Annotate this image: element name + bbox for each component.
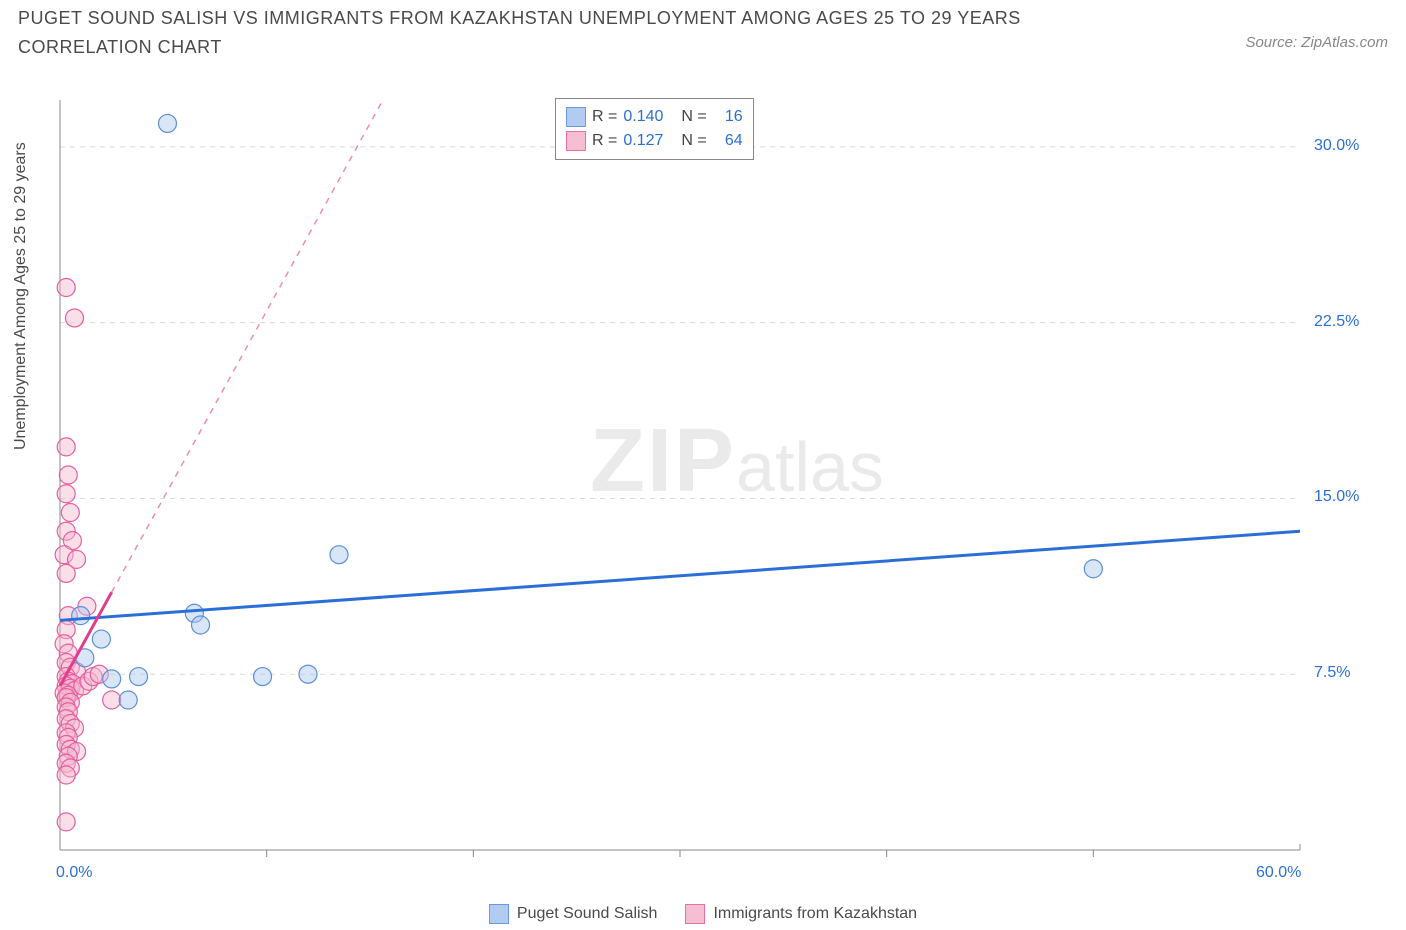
series-name: Immigrants from Kazakhstan	[713, 905, 917, 923]
series-legend-item: Immigrants from Kazakhstan	[685, 904, 917, 924]
x-tick-label: 0.0%	[56, 864, 92, 882]
source-attribution: Source: ZipAtlas.com	[1245, 34, 1388, 51]
legend-r-label: R =	[592, 105, 617, 129]
legend-swatch	[685, 904, 705, 924]
scatter-plot: ZIPatlas	[50, 90, 1350, 870]
legend-row: R =0.127N = 64	[566, 129, 743, 153]
legend-n-label: N =	[681, 129, 706, 153]
y-axis-title: Unemployment Among Ages 25 to 29 years	[12, 142, 30, 450]
legend-n-label: N =	[681, 105, 706, 129]
y-tick-label: 7.5%	[1314, 664, 1350, 682]
y-tick-label: 30.0%	[1314, 137, 1359, 155]
legend-r-value: 0.140	[623, 105, 675, 129]
legend-row: R =0.140N = 16	[566, 105, 743, 129]
correlation-legend: R =0.140N = 16 R =0.127N = 64	[555, 98, 754, 160]
y-tick-label: 15.0%	[1314, 488, 1359, 506]
legend-r-label: R =	[592, 129, 617, 153]
legend-swatch	[489, 904, 509, 924]
legend-n-value: 64	[713, 129, 743, 153]
legend-swatch	[566, 131, 586, 151]
plot-svg	[50, 90, 1350, 870]
legend-swatch	[566, 107, 586, 127]
series-legend-item: Puget Sound Salish	[489, 904, 658, 924]
legend-n-value: 16	[713, 105, 743, 129]
chart-title: PUGET SOUND SALISH VS IMMIGRANTS FROM KA…	[18, 4, 1118, 62]
x-tick-label: 60.0%	[1256, 864, 1301, 882]
y-tick-label: 22.5%	[1314, 313, 1359, 331]
series-name: Puget Sound Salish	[517, 905, 658, 923]
series-legend: Puget Sound Salish Immigrants from Kazakh…	[0, 904, 1406, 924]
legend-r-value: 0.127	[623, 129, 675, 153]
